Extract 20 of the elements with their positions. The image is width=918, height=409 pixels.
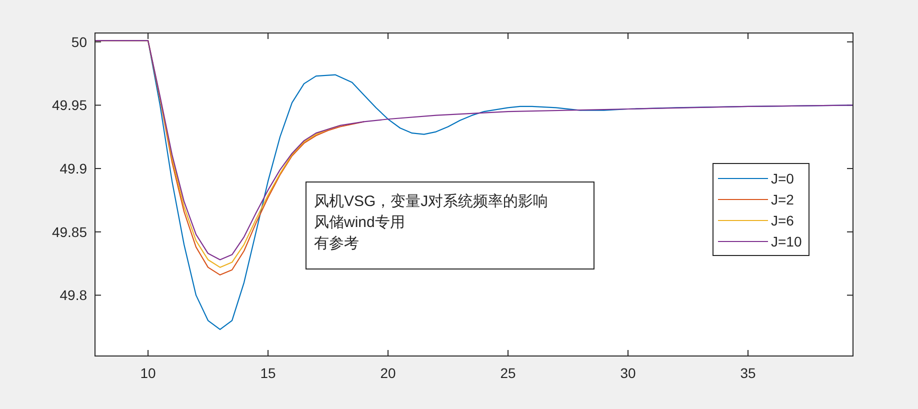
- x-tick-label: 35: [740, 365, 756, 381]
- y-tick-label: 49.95: [52, 97, 88, 114]
- y-tick-label: 50: [71, 34, 88, 50]
- x-tick-label: 30: [620, 365, 636, 381]
- x-tick-label: 25: [500, 365, 516, 381]
- legend-label: J=6: [771, 212, 794, 228]
- y-tick-label: 49.85: [52, 224, 88, 240]
- y-tick-label: 49.8: [60, 287, 88, 304]
- annotation: 风机VSG，变量J对系统频率的影响: [314, 193, 548, 210]
- picture-text-box: 风机VSG，变量J对系统频率的影响 风储wind专用 有参考: [306, 182, 594, 270]
- annotation: 风储wind专用: [314, 214, 405, 231]
- annotation: 有参考: [314, 235, 359, 252]
- x-tick-label: 10: [140, 365, 156, 381]
- x-tick-label: 20: [380, 365, 396, 381]
- y-tick-label: 49.9: [60, 160, 88, 177]
- legend-label: J=0: [771, 170, 794, 186]
- line-series: [94, 40, 854, 260]
- legend-label: J=10: [771, 234, 802, 250]
- legend-label: J=2: [771, 192, 794, 208]
- x-tick-label: 15: [260, 365, 276, 381]
